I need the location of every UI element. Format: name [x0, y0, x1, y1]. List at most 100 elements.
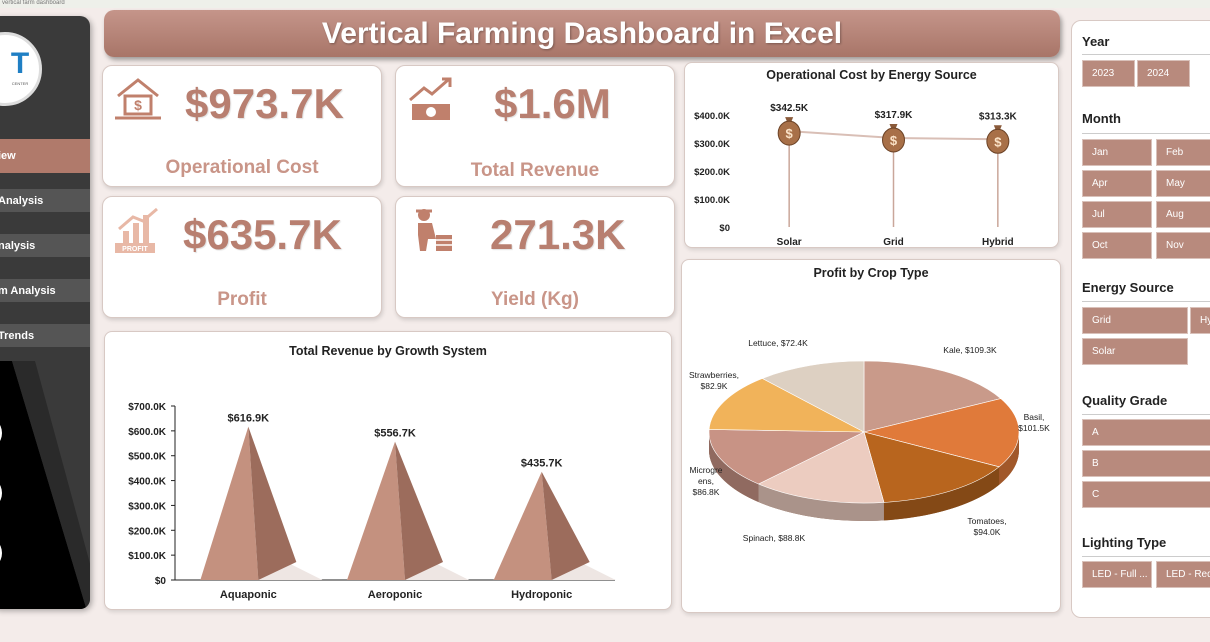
quality-option-b[interactable]: B: [1082, 450, 1210, 477]
y-tick-label: $100.0K: [694, 195, 730, 206]
pie-slice-wall: [758, 484, 884, 521]
pie-slice-wall: [709, 432, 759, 503]
nav-trends[interactable]: Trends: [0, 324, 90, 347]
growth-system-chart: $0 $100.0K $200.0K $300.0K $400.0K $500.0K $60…: [128, 402, 616, 601]
month-option-feb[interactable]: Feb: [1156, 139, 1210, 166]
social-icon-3[interactable]: [0, 536, 2, 570]
pie-slice: [863, 360, 1002, 433]
slicer-label: Aug: [1166, 209, 1184, 220]
lighting-option-led-full[interactable]: LED - Full ...: [1082, 561, 1152, 588]
pie-slice: [708, 378, 865, 433]
bag-symbol: $: [786, 126, 794, 141]
filter-panel: Year 2023 2024 Month Jan Feb Apr May Jul…: [1071, 20, 1210, 618]
quality-option-a[interactable]: A: [1082, 419, 1210, 446]
y-tick-label: $400.0K: [694, 111, 730, 122]
pyramid-bar-front: [200, 426, 259, 580]
nav-analysis-1[interactable]: Analysis: [0, 189, 90, 212]
slice-label: $101.5K: [1018, 423, 1050, 433]
month-option-may[interactable]: May: [1156, 170, 1210, 197]
nav-analysis-2[interactable]: nalysis: [0, 234, 90, 257]
slice-label: Basil,: [1024, 412, 1045, 422]
logo-mark: T: [10, 46, 30, 80]
slice-label: Spinach, $88.8K: [743, 533, 806, 543]
logo: T CENTER: [0, 32, 42, 106]
bag-body: [986, 128, 1010, 154]
y-tick-label: $100.0K: [128, 551, 167, 562]
pie-slice: [761, 360, 865, 433]
slicer-label: A: [1092, 427, 1099, 438]
slicer-label: Jul: [1092, 209, 1105, 220]
kpi-yield: 271.3K Yield (Kg): [395, 196, 675, 318]
chart-title: Profit by Crop Type: [813, 266, 929, 280]
energy-option-grid[interactable]: Grid: [1082, 307, 1188, 334]
slicer-label: Oct: [1092, 240, 1108, 251]
kpi-value: $635.7K: [183, 211, 342, 258]
kpi-label: Profit: [217, 289, 267, 310]
year-option-2024[interactable]: 2024: [1137, 60, 1190, 87]
svg-text:$: $: [134, 97, 142, 113]
kpi-profit: PROFIT $635.7K Profit: [102, 196, 382, 318]
y-tick-label: $400.0K: [128, 477, 167, 488]
chart-title: Operational Cost by Energy Source: [766, 68, 977, 82]
chart-title: Total Revenue by Growth System: [289, 344, 487, 358]
pie-slice: [863, 398, 1020, 468]
sidebar: T CENTER iew Analysis nalysis m Analysis…: [0, 16, 90, 609]
money-bag-icon: $: [986, 125, 1010, 154]
kpi-operational-cost: $ $973.7K Operational Cost: [102, 65, 382, 187]
kpi-value: $1.6M: [494, 80, 611, 127]
divider: [1082, 133, 1210, 134]
y-tick-label: $600.0K: [128, 427, 167, 438]
money-bag-icon: $: [777, 117, 801, 146]
energy-option-solar[interactable]: Solar: [1082, 338, 1188, 365]
energy-filter-title: Energy Source: [1082, 280, 1174, 295]
slice-label: Strawberries,: [689, 370, 739, 380]
kpi-value: $973.7K: [185, 80, 344, 127]
crop-profit-chart: Kale, $109.3K Basil,$101.5K Tomatoes,$94.0…: [689, 338, 1050, 543]
x-tick-label: Solar: [777, 237, 802, 248]
pyramid-bar-side: [248, 426, 297, 580]
y-tick-label: $200.0K: [694, 167, 730, 178]
year-option-2023[interactable]: 2023: [1082, 60, 1135, 87]
y-tick-label: $700.0K: [128, 402, 167, 413]
month-option-aug[interactable]: Aug: [1156, 201, 1210, 228]
y-tick-label: $500.0K: [128, 452, 167, 463]
nav-system-analysis[interactable]: m Analysis: [0, 279, 90, 302]
bag-body: [777, 120, 801, 146]
month-option-jan[interactable]: Jan: [1082, 139, 1152, 166]
slicer-label: 2023: [1092, 68, 1115, 79]
slice-label: Kale, $109.3K: [943, 345, 997, 355]
bag-symbol: $: [994, 134, 1002, 149]
nav-label: Analysis: [0, 194, 44, 207]
logo-tag: CENTER: [11, 80, 29, 86]
data-label: $342.5K: [770, 103, 809, 114]
y-tick-label: $300.0K: [128, 501, 167, 512]
svg-text:PROFIT: PROFIT: [122, 246, 148, 253]
slicer-label: May: [1166, 178, 1185, 189]
nav-overview[interactable]: iew: [0, 139, 90, 173]
lighting-filter-title: Lighting Type: [1082, 535, 1167, 550]
slice-label: $94.0K: [974, 527, 1001, 537]
month-option-oct[interactable]: Oct: [1082, 232, 1152, 259]
slice-label: Microgre: [689, 465, 722, 475]
social-icon-2[interactable]: [0, 476, 2, 510]
dashboard-title-bar: Vertical Farming Dashboard in Excel: [104, 10, 1060, 57]
slicer-label: Hy: [1200, 315, 1210, 326]
nav-label: m Analysis: [0, 284, 56, 297]
energy-option-hybrid[interactable]: Hy: [1190, 307, 1210, 334]
month-option-nov[interactable]: Nov: [1156, 232, 1210, 259]
kpi-label: Yield (Kg): [491, 289, 579, 310]
social-icon-1[interactable]: [0, 416, 2, 450]
month-option-apr[interactable]: Apr: [1082, 170, 1152, 197]
y-tick-label: $0: [155, 576, 167, 587]
bag-body: [882, 127, 905, 153]
month-option-jul[interactable]: Jul: [1082, 201, 1152, 228]
energy-cost-chart-panel: Operational Cost by Energy Source $0 $100…: [684, 62, 1059, 248]
nav-label: iew: [0, 150, 16, 162]
data-label: $435.7K: [521, 458, 563, 470]
quality-option-c[interactable]: C: [1082, 481, 1210, 508]
pie-slice-wall: [999, 432, 1019, 485]
lighting-option-led-red[interactable]: LED - Red...: [1156, 561, 1210, 588]
data-label: $313.3K: [979, 111, 1018, 122]
nav-label: Trends: [0, 329, 35, 342]
data-label: $616.9K: [228, 413, 270, 425]
